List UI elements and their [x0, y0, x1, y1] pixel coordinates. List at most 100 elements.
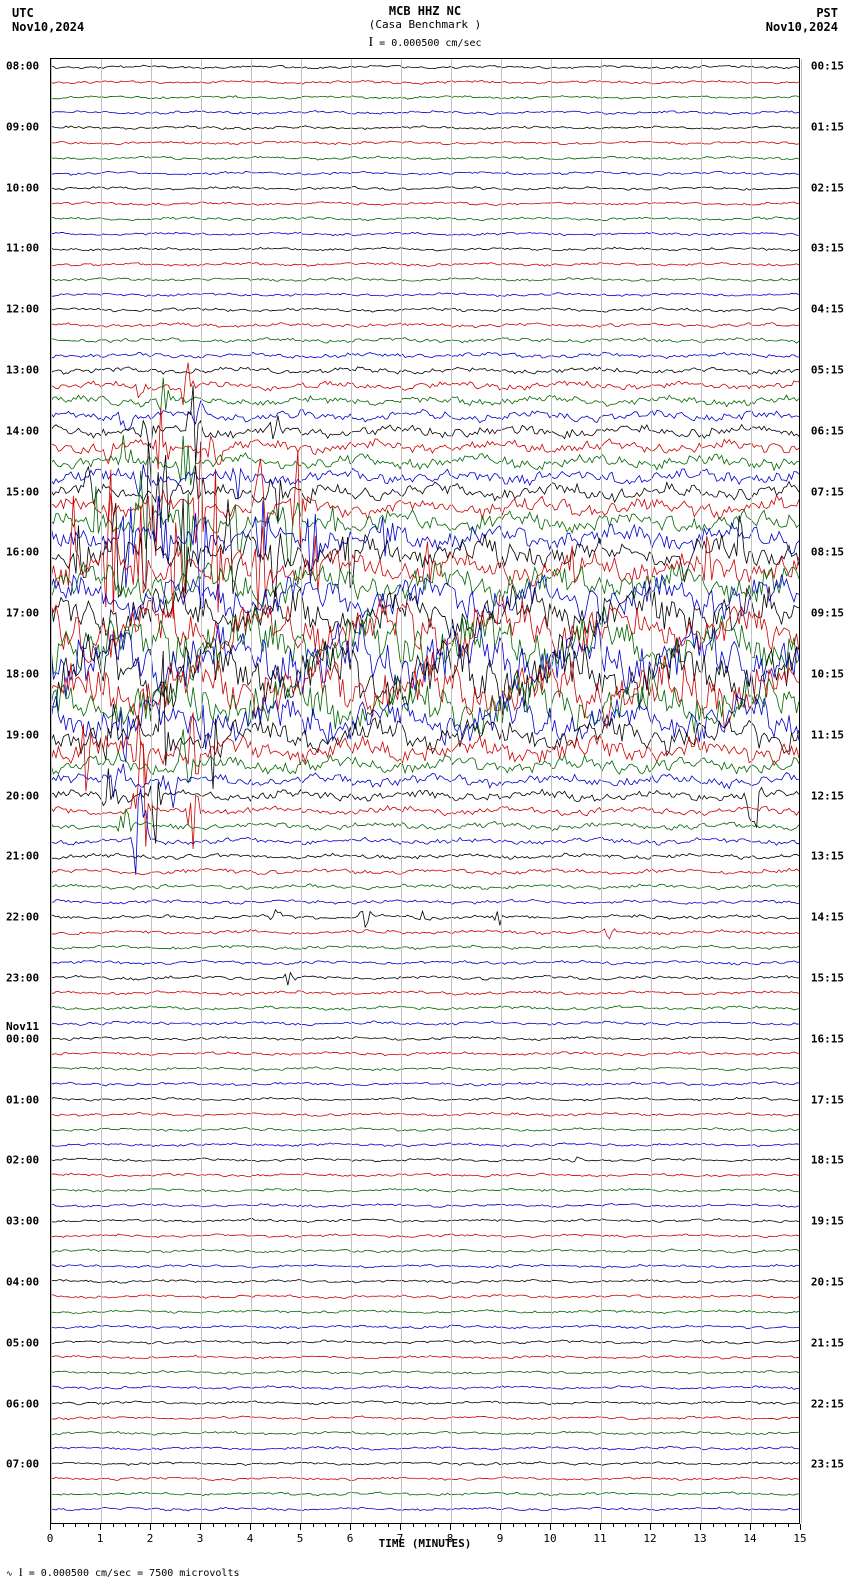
x-tick-minor	[725, 1524, 726, 1527]
seismic-trace	[51, 1097, 799, 1101]
seismic-trace	[51, 1006, 799, 1011]
pst-hour-label: 01:15	[811, 120, 844, 133]
x-tick-minor	[425, 1524, 426, 1527]
grid-line	[701, 59, 702, 1523]
seismic-trace	[51, 973, 799, 986]
seismic-trace	[51, 868, 799, 874]
pst-hour-label: 02:15	[811, 181, 844, 194]
station-title: MCB HHZ NC	[0, 0, 850, 18]
grid-line	[551, 59, 552, 1523]
utc-hour-label: 08:00	[6, 60, 39, 73]
x-tick	[350, 1524, 351, 1530]
utc-hour-label: 02:00	[6, 1154, 39, 1167]
seismic-trace	[51, 385, 799, 463]
footer-scale: ∿ I = 0.000500 cm/sec = 7500 microvolts	[6, 1565, 239, 1580]
x-tick-minor	[438, 1524, 439, 1527]
grid-line	[601, 59, 602, 1523]
x-tick	[450, 1524, 451, 1530]
seismic-trace	[51, 352, 799, 358]
x-tick	[650, 1524, 651, 1530]
pst-hour-label: 19:15	[811, 1215, 844, 1228]
utc-hour-label: 07:00	[6, 1458, 39, 1471]
date-right-label: Nov10,2024	[766, 20, 838, 34]
seismic-trace	[51, 1157, 799, 1162]
seismogram-container: UTC PST Nov10,2024 Nov10,2024 MCB HHZ NC…	[0, 0, 850, 1584]
x-tick-minor	[163, 1524, 164, 1527]
seismic-trace	[51, 960, 799, 965]
x-tick-minor	[88, 1524, 89, 1527]
x-tick-minor	[188, 1524, 189, 1527]
pst-hour-label: 08:15	[811, 546, 844, 559]
x-tick-minor	[663, 1524, 664, 1527]
utc-hour-label: 12:00	[6, 303, 39, 316]
seismic-trace	[51, 308, 799, 312]
pst-hour-label: 21:15	[811, 1336, 844, 1349]
seismic-trace	[51, 575, 799, 624]
seismic-trace	[51, 171, 799, 175]
day-change-label: Nov11	[6, 1020, 39, 1033]
utc-hour-label: 10:00	[6, 181, 39, 194]
x-tick-minor	[563, 1524, 564, 1527]
utc-hour-label: 19:00	[6, 728, 39, 741]
grid-line	[351, 59, 352, 1523]
utc-hour-label: 17:00	[6, 607, 39, 620]
x-tick	[550, 1524, 551, 1530]
seismic-trace	[51, 1219, 799, 1223]
seismic-trace	[51, 1340, 799, 1344]
x-tick-minor	[175, 1524, 176, 1527]
seismic-trace	[51, 1371, 799, 1375]
seismic-trace	[51, 1173, 799, 1177]
seismic-trace	[51, 1492, 799, 1496]
pst-hour-label: 04:15	[811, 303, 844, 316]
seismic-trace	[51, 945, 799, 949]
utc-hour-label: 18:00	[6, 668, 39, 681]
grid-line	[801, 59, 802, 1523]
x-tick-minor	[388, 1524, 389, 1527]
seismic-trace	[51, 1279, 799, 1283]
utc-hour-label: 11:00	[6, 242, 39, 255]
seismic-trace	[51, 910, 799, 927]
seismic-trace	[51, 1310, 799, 1314]
grid-line	[451, 59, 452, 1523]
x-tick-minor	[475, 1524, 476, 1527]
seismic-trace	[51, 899, 799, 904]
station-location: (Casa Benchmark )	[0, 18, 850, 31]
x-tick	[250, 1524, 251, 1530]
pst-hour-label: 11:15	[811, 728, 844, 741]
seismic-trace	[51, 1416, 799, 1420]
seismic-trace	[51, 1264, 799, 1268]
seismic-trace	[51, 156, 799, 160]
seismic-trace	[51, 991, 799, 995]
grid-line	[401, 59, 402, 1523]
pst-hour-label: 17:15	[811, 1093, 844, 1106]
seismic-trace	[51, 263, 799, 267]
seismic-trace	[51, 1082, 799, 1086]
seismic-trace	[51, 96, 799, 99]
pst-hour-label: 16:15	[811, 1032, 844, 1045]
x-tick-minor	[625, 1524, 626, 1527]
x-tick	[700, 1524, 701, 1530]
seismic-trace	[51, 202, 799, 206]
seismic-trace	[51, 401, 799, 430]
x-tick-minor	[138, 1524, 139, 1527]
seismic-trace	[51, 1477, 799, 1481]
x-tick-minor	[125, 1524, 126, 1527]
x-tick-minor	[288, 1524, 289, 1527]
grid-line	[301, 59, 302, 1523]
x-tick-minor	[275, 1524, 276, 1527]
seismic-trace	[51, 1128, 799, 1132]
x-tick-minor	[413, 1524, 414, 1527]
utc-hour-label: 15:00	[6, 485, 39, 498]
seismic-trace	[51, 853, 799, 859]
seismic-trace	[51, 1204, 799, 1208]
seismic-trace	[51, 1052, 799, 1056]
utc-hour-label: 04:00	[6, 1276, 39, 1289]
utc-hour-label: 13:00	[6, 364, 39, 377]
pst-hour-label: 10:15	[811, 668, 844, 681]
seismic-trace	[51, 1462, 799, 1466]
pst-hour-label: 05:15	[811, 364, 844, 377]
seismic-trace	[51, 217, 799, 221]
seismic-trace	[51, 442, 799, 597]
utc-hour-label: 20:00	[6, 789, 39, 802]
x-tick	[800, 1524, 801, 1530]
